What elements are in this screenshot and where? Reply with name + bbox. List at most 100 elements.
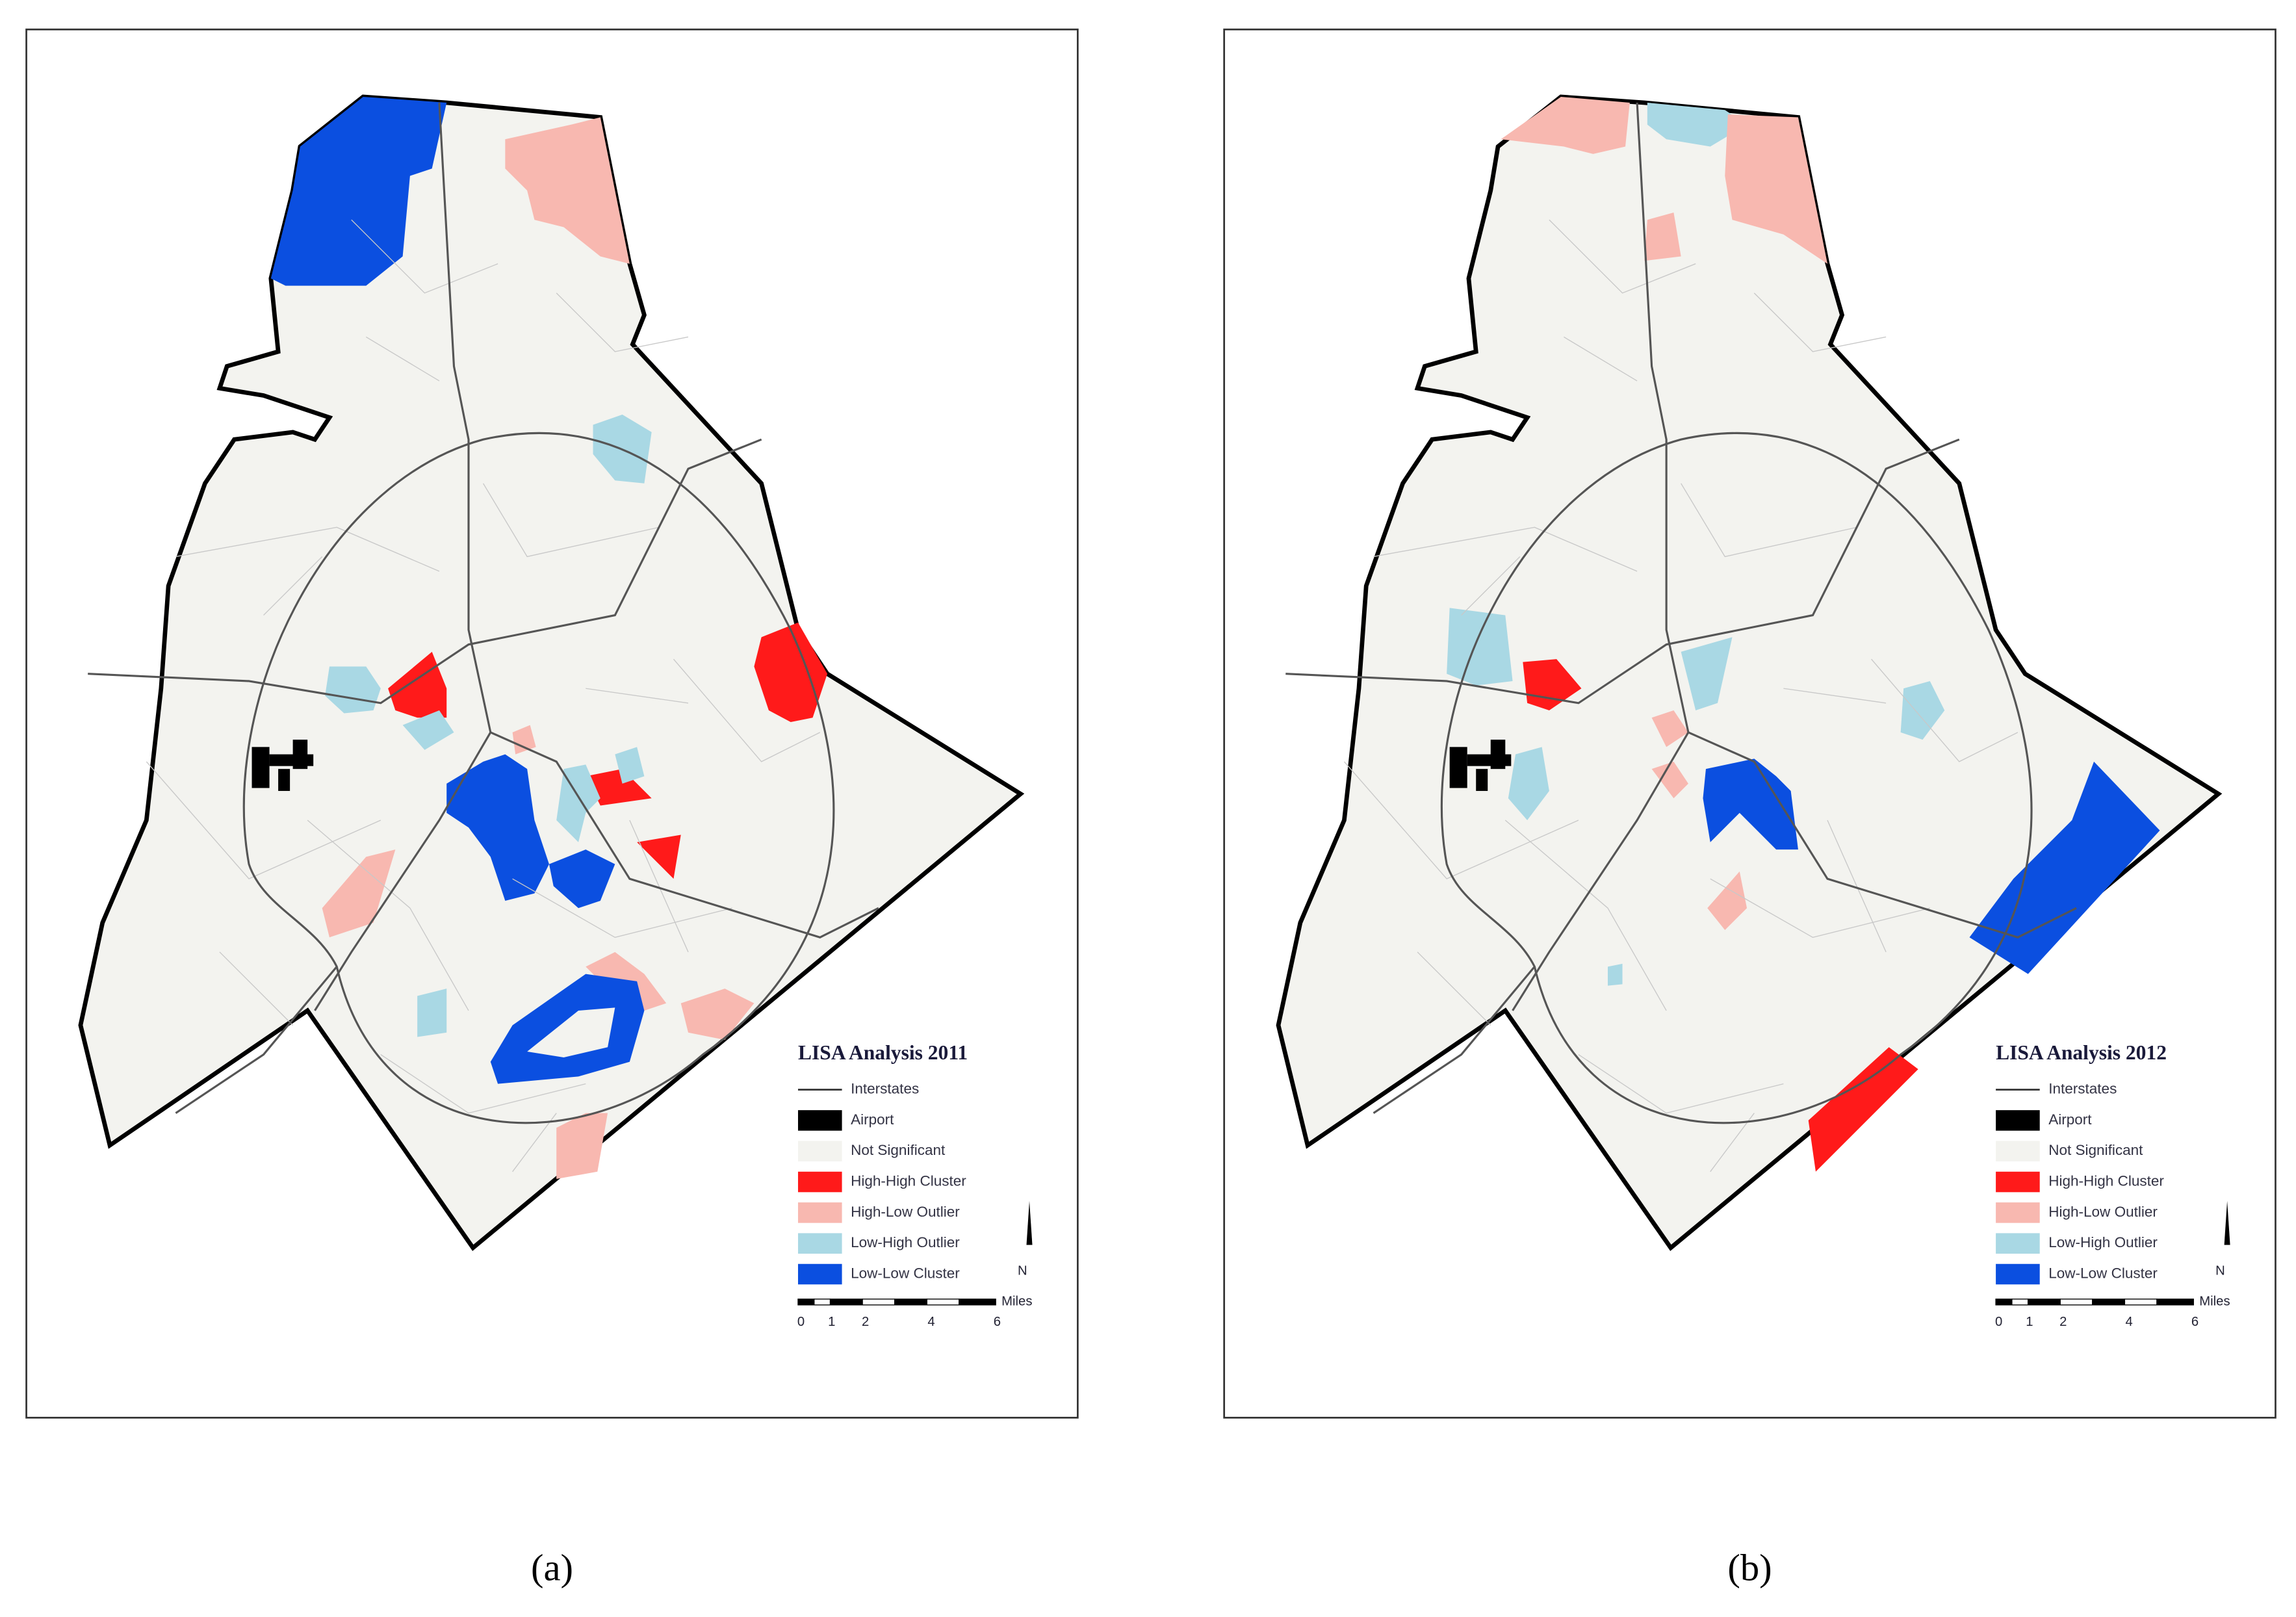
scale-label: 2 [862,1315,869,1329]
scale-label: 4 [2125,1315,2132,1329]
legend-label: Low-Low Cluster [2048,1265,2158,1281]
legend-swatch [1996,1110,2040,1131]
region [1900,680,1945,740]
region [270,96,447,286]
legend-swatch [797,1171,842,1193]
scale-segment [2124,1299,2158,1306]
region [1707,871,1748,931]
legend-label: Not Significant [851,1142,946,1158]
scale-unit: Miles [1001,1295,1032,1309]
region [402,710,454,750]
legend-swatch [1996,1171,2040,1193]
region [754,622,828,723]
legend-title: LISA Analysis 2012 [1996,1041,2167,1064]
legend-swatch [797,1202,842,1223]
scale-segment [959,1299,996,1306]
region [1501,96,1630,154]
region [1647,102,1748,147]
scale-segment [797,1299,815,1306]
legend-label: Interstates [2048,1081,2117,1097]
caption: (a) [531,1546,573,1588]
legend-swatch [1996,1202,2040,1223]
scale-segment [829,1299,863,1306]
region [512,725,536,755]
scale-label: 1 [828,1315,835,1329]
legend: LISA Analysis 2012 Interstates Airport Not … [1995,1041,2230,1329]
region [1681,637,1733,711]
panel: LISA Analysis 2011 Interstates Airport Not … [25,28,1079,1588]
region [322,849,396,938]
region [1703,758,1798,850]
panel: LISA Analysis 2012 Interstates Airport Not … [1223,28,2277,1588]
scale-segment [894,1299,927,1306]
north-label: N [2215,1263,2225,1278]
region [556,764,600,842]
scale-label: 0 [1995,1315,2002,1329]
legend-label: Low-High Outlier [851,1234,960,1250]
regions [1447,96,2160,1172]
airport [1449,740,1512,791]
region [1651,761,1688,799]
region [1808,1047,1918,1172]
legend-swatch [1996,1233,2040,1254]
legend-label: Low-High Outlier [2048,1234,2158,1250]
scale-segment [862,1299,896,1306]
legend-swatch [797,1233,842,1254]
legend-label: Airport [851,1111,894,1128]
legend-label: Interstates [851,1081,919,1097]
legend-label: High-High Cluster [851,1173,966,1189]
north-arrow [1026,1200,1033,1245]
north-label: N [1018,1263,1027,1278]
scale-segment [2011,1299,2029,1306]
legend-swatch [797,1263,842,1285]
scale-label: 2 [2059,1315,2067,1329]
legend-swatch [797,1141,842,1162]
scale-label: 0 [797,1315,805,1329]
scale-label: 6 [994,1315,1001,1329]
scale-segment [1995,1299,2013,1306]
region [1651,710,1688,747]
scale-label: 6 [2191,1315,2199,1329]
region [1447,608,1513,686]
region [417,989,447,1037]
scale-label: 1 [2026,1315,2033,1329]
legend-label: High-High Cluster [2048,1173,2164,1189]
region [1608,963,1623,986]
region [1969,761,2160,974]
legend-label: Not Significant [2048,1142,2143,1158]
scale-segment [2156,1299,2194,1306]
legend-label: Airport [2048,1111,2092,1128]
legend-swatch [1996,1263,2040,1285]
scale-segment [2059,1299,2093,1306]
caption: (b) [1727,1546,1772,1588]
region [1644,212,1681,261]
scale-segment [2027,1299,2061,1306]
region [527,1007,615,1058]
region [680,989,755,1041]
scale-segment [926,1299,960,1306]
scale-label: 4 [927,1315,935,1329]
legend: LISA Analysis 2011 Interstates Airport Not … [797,1041,1033,1329]
scale-segment [814,1299,831,1306]
region [586,769,652,806]
north-arrow [2224,1200,2230,1245]
legend-label: High-Low Outlier [851,1204,960,1220]
airport [252,740,314,791]
region [1725,114,1827,264]
legend-label: Low-Low Cluster [851,1265,960,1281]
region [615,747,645,784]
region [637,834,681,879]
region [556,1113,608,1180]
legend-title: LISA Analysis 2011 [798,1041,968,1064]
region [1508,747,1549,821]
region [548,849,615,909]
scale-unit: Miles [2199,1295,2230,1309]
legend-swatch [797,1110,842,1131]
region [446,754,549,901]
region [1523,659,1582,711]
legend-label: High-Low Outlier [2048,1204,2158,1220]
region [505,117,630,264]
legend-swatch [1996,1141,2040,1162]
